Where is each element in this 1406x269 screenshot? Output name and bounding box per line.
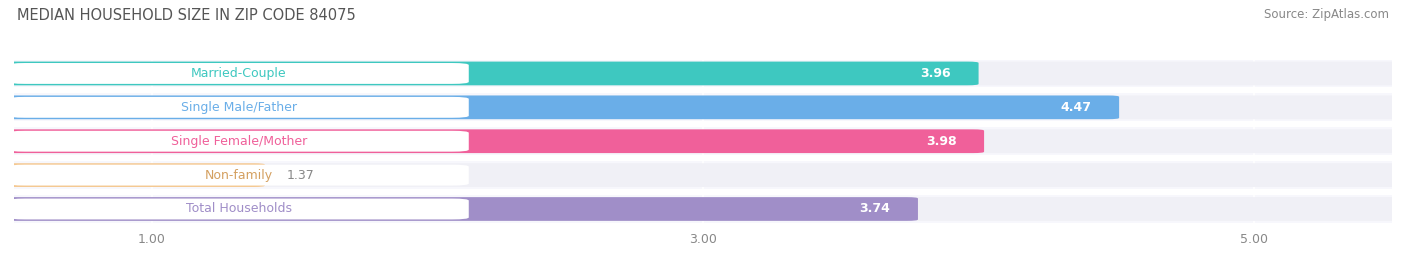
FancyBboxPatch shape — [3, 95, 1403, 119]
Text: 3.98: 3.98 — [927, 135, 956, 148]
FancyBboxPatch shape — [3, 62, 979, 85]
FancyBboxPatch shape — [3, 197, 1403, 221]
Text: 1.37: 1.37 — [287, 169, 315, 182]
Text: Single Male/Father: Single Male/Father — [180, 101, 297, 114]
FancyBboxPatch shape — [3, 129, 984, 153]
FancyBboxPatch shape — [3, 62, 1403, 85]
Text: Single Female/Mother: Single Female/Mother — [170, 135, 307, 148]
Text: 4.47: 4.47 — [1060, 101, 1091, 114]
FancyBboxPatch shape — [8, 165, 468, 186]
Text: Married-Couple: Married-Couple — [191, 67, 287, 80]
FancyBboxPatch shape — [14, 195, 1392, 223]
FancyBboxPatch shape — [8, 63, 468, 84]
FancyBboxPatch shape — [14, 161, 1392, 189]
FancyBboxPatch shape — [3, 163, 264, 187]
FancyBboxPatch shape — [14, 127, 1392, 155]
Text: 3.96: 3.96 — [921, 67, 950, 80]
Text: Total Households: Total Households — [186, 203, 291, 215]
Text: Source: ZipAtlas.com: Source: ZipAtlas.com — [1264, 8, 1389, 21]
FancyBboxPatch shape — [8, 131, 468, 152]
FancyBboxPatch shape — [8, 199, 468, 220]
FancyBboxPatch shape — [3, 197, 918, 221]
FancyBboxPatch shape — [3, 95, 1119, 119]
FancyBboxPatch shape — [3, 129, 1403, 153]
Text: Non-family: Non-family — [205, 169, 273, 182]
FancyBboxPatch shape — [3, 163, 1403, 187]
FancyBboxPatch shape — [8, 97, 468, 118]
Text: MEDIAN HOUSEHOLD SIZE IN ZIP CODE 84075: MEDIAN HOUSEHOLD SIZE IN ZIP CODE 84075 — [17, 8, 356, 23]
FancyBboxPatch shape — [14, 59, 1392, 87]
Text: 3.74: 3.74 — [859, 203, 890, 215]
FancyBboxPatch shape — [14, 93, 1392, 121]
